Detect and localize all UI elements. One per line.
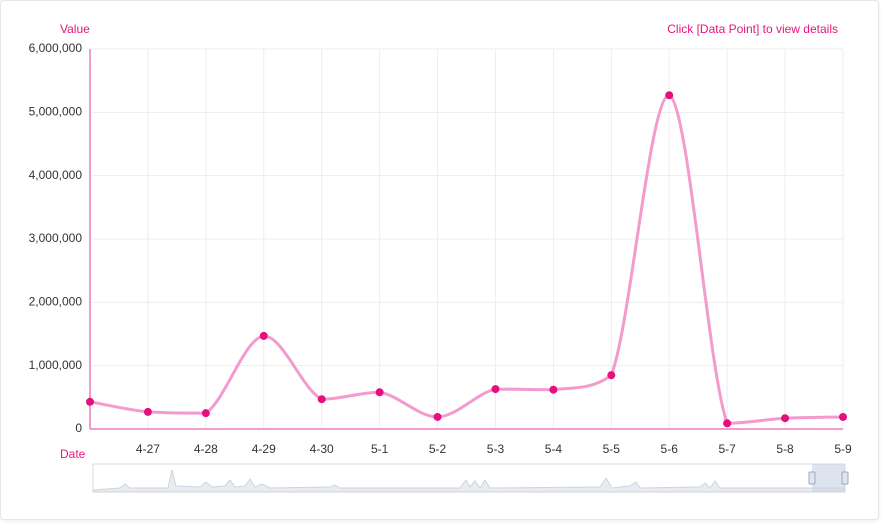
x-tick-label: 4-28 — [194, 442, 218, 456]
data-point[interactable] — [317, 395, 326, 404]
data-point[interactable] — [143, 407, 152, 416]
annotation: Click [Data Point] to view details — [667, 22, 838, 36]
data-point[interactable] — [723, 419, 732, 428]
data-point[interactable] — [433, 412, 442, 421]
zoom-handle[interactable] — [841, 471, 849, 485]
data-point[interactable] — [259, 331, 268, 340]
y-tick-label: 2,000,000 — [29, 295, 83, 309]
data-point[interactable] — [491, 385, 500, 394]
x-tick-label: 5-4 — [545, 442, 563, 456]
x-tick-label: 5-8 — [776, 442, 794, 456]
x-tick-label: 5-5 — [603, 442, 621, 456]
y-tick-label: 1,000,000 — [29, 358, 83, 372]
x-tick-label: 4-27 — [136, 442, 160, 456]
zoom-window[interactable] — [812, 464, 845, 492]
data-point[interactable] — [665, 91, 674, 100]
x-tick-label: 5-1 — [371, 442, 389, 456]
y-tick-label: 5,000,000 — [29, 105, 83, 119]
data-point[interactable] — [375, 388, 384, 397]
data-point[interactable] — [86, 397, 94, 406]
x-tick-label: 5-9 — [834, 442, 852, 456]
y-axis-label: Value — [60, 22, 90, 36]
data-point[interactable] — [781, 414, 790, 423]
data-point[interactable] — [201, 409, 210, 418]
data-point[interactable] — [607, 371, 616, 380]
zoom-preview — [92, 469, 846, 493]
y-tick-label: 3,000,000 — [29, 231, 83, 245]
x-tick-label: 4-30 — [310, 442, 334, 456]
y-tick-label: 6,000,000 — [29, 41, 83, 55]
y-tick-label: 4,000,000 — [29, 168, 83, 182]
x-tick-label: 5-3 — [487, 442, 505, 456]
x-tick-label: 4-29 — [252, 442, 276, 456]
data-point[interactable] — [839, 412, 847, 421]
x-tick-label: 5-2 — [429, 442, 447, 456]
x-axis-label: Date — [60, 447, 86, 461]
zoom-handle[interactable] — [808, 471, 816, 485]
data-zoom — [92, 463, 849, 493]
x-tick-label: 5-7 — [718, 442, 736, 456]
y-tick-label: 0 — [75, 421, 82, 435]
data-point[interactable] — [549, 385, 558, 394]
line — [89, 93, 844, 425]
x-tick-label: 5-6 — [661, 442, 679, 456]
